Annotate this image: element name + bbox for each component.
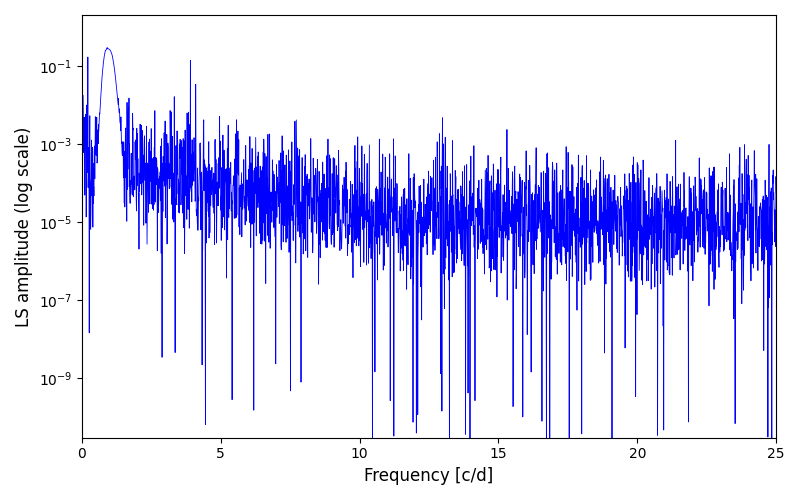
Y-axis label: LS amplitude (log scale): LS amplitude (log scale): [15, 126, 33, 326]
X-axis label: Frequency [c/d]: Frequency [c/d]: [364, 467, 494, 485]
